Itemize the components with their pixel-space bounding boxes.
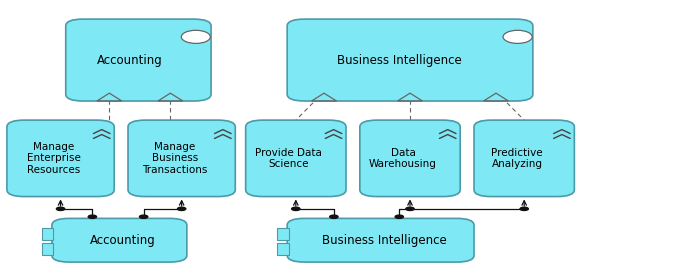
FancyBboxPatch shape — [128, 120, 235, 197]
FancyBboxPatch shape — [277, 227, 289, 240]
Ellipse shape — [181, 30, 210, 43]
Text: Manage
Enterprise
Resources: Manage Enterprise Resources — [27, 142, 80, 175]
FancyBboxPatch shape — [7, 120, 114, 197]
Circle shape — [56, 207, 64, 210]
FancyBboxPatch shape — [66, 19, 211, 101]
FancyBboxPatch shape — [246, 120, 346, 197]
Text: Accounting: Accounting — [90, 234, 156, 247]
FancyBboxPatch shape — [287, 19, 533, 101]
Text: Business Intelligence: Business Intelligence — [337, 54, 462, 67]
Circle shape — [292, 207, 300, 210]
Circle shape — [140, 215, 148, 218]
Circle shape — [177, 207, 185, 210]
FancyBboxPatch shape — [52, 218, 187, 262]
FancyBboxPatch shape — [42, 227, 53, 240]
Circle shape — [395, 215, 403, 218]
FancyBboxPatch shape — [287, 218, 474, 262]
FancyBboxPatch shape — [360, 120, 460, 197]
Text: Business Intelligence: Business Intelligence — [322, 234, 446, 247]
Text: Accounting: Accounting — [97, 54, 163, 67]
Text: Data
Warehousing: Data Warehousing — [369, 147, 437, 169]
FancyBboxPatch shape — [277, 243, 289, 255]
Text: Predictive
Analyzing: Predictive Analyzing — [491, 147, 543, 169]
Circle shape — [329, 215, 338, 218]
Circle shape — [406, 207, 414, 210]
FancyBboxPatch shape — [42, 243, 53, 255]
FancyBboxPatch shape — [474, 120, 574, 197]
Ellipse shape — [503, 30, 532, 43]
Text: Provide Data
Science: Provide Data Science — [255, 147, 322, 169]
Circle shape — [520, 207, 529, 210]
Circle shape — [89, 215, 97, 218]
Text: Manage
Business
Transactions: Manage Business Transactions — [142, 142, 208, 175]
